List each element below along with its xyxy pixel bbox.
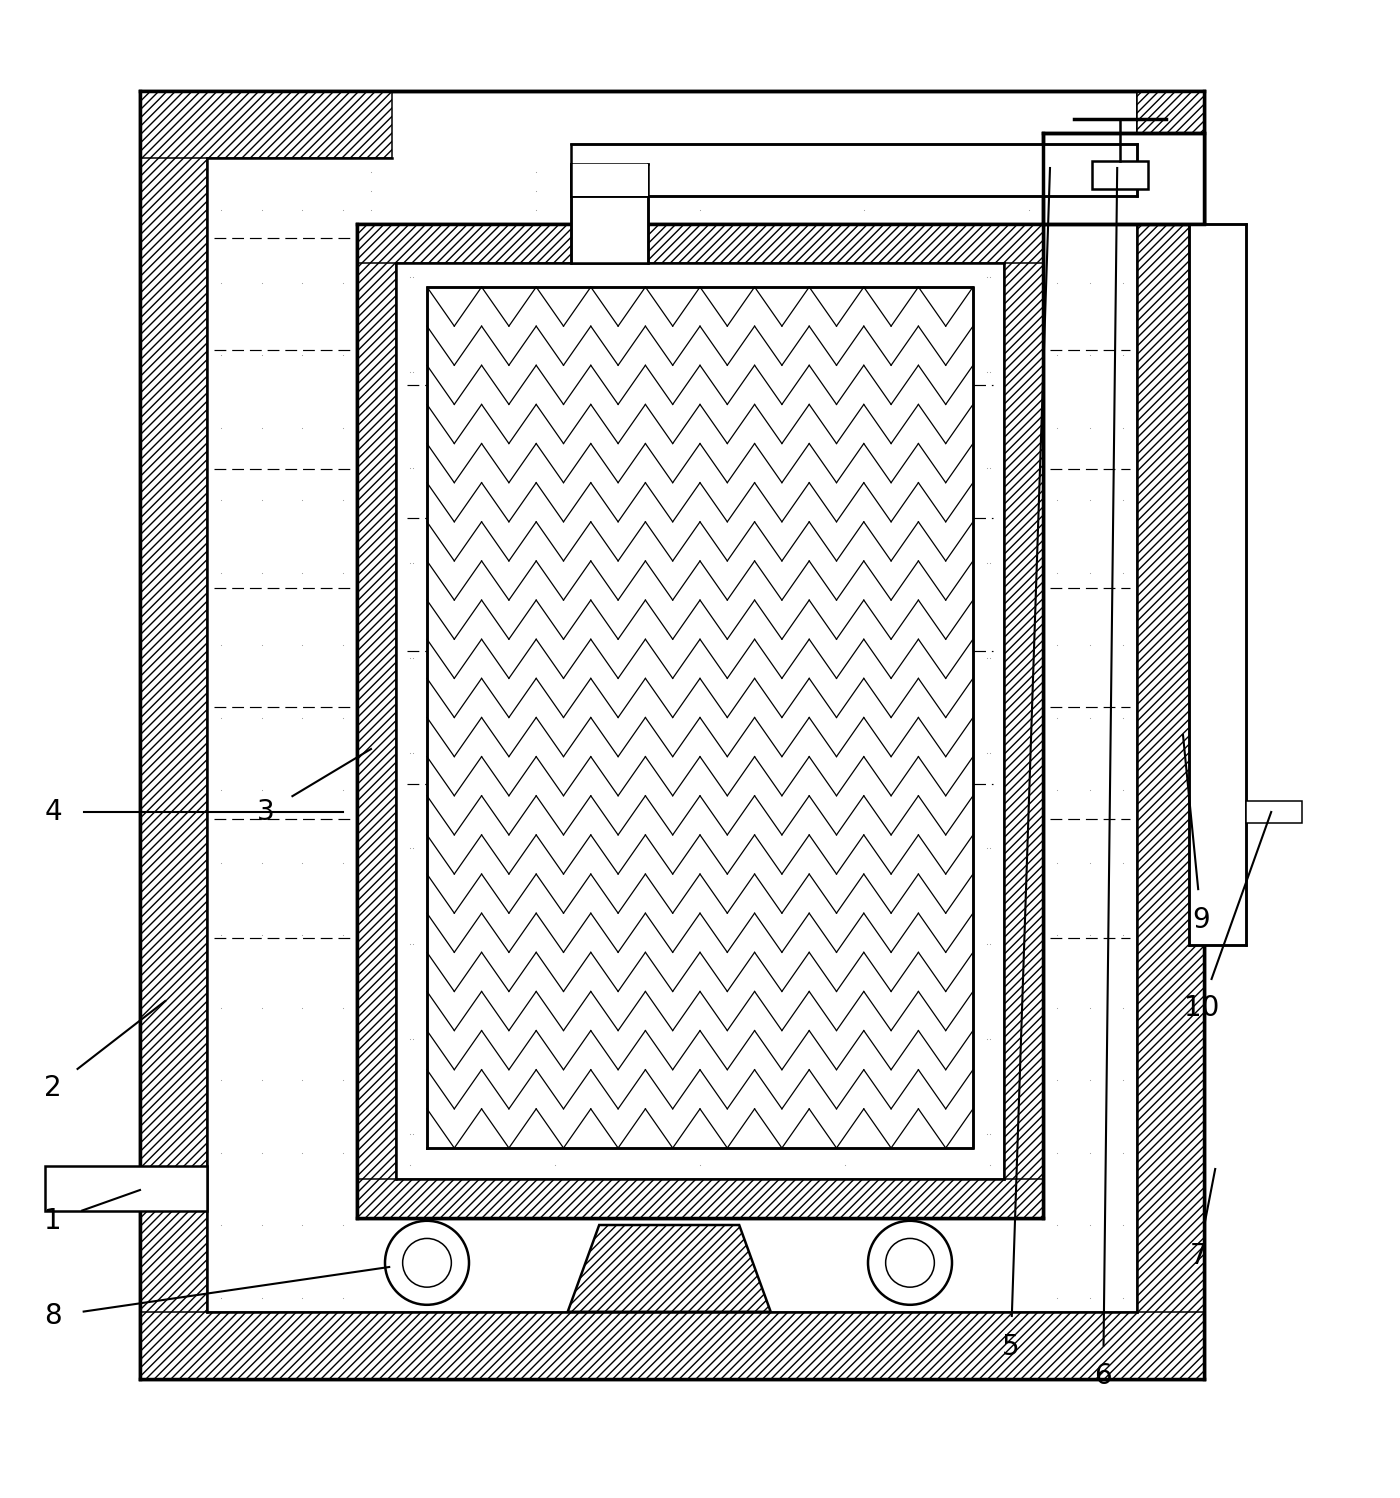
Polygon shape [571, 163, 647, 196]
Polygon shape [45, 1167, 207, 1210]
Circle shape [403, 1239, 451, 1287]
Polygon shape [571, 163, 647, 264]
Text: 10: 10 [1183, 995, 1219, 1022]
Circle shape [868, 1221, 952, 1305]
Text: 6: 6 [1095, 1362, 1112, 1390]
Polygon shape [357, 225, 1043, 264]
Text: 5: 5 [1002, 1333, 1019, 1360]
Polygon shape [571, 144, 1137, 196]
Text: 8: 8 [45, 1302, 62, 1330]
Text: 2: 2 [45, 1074, 62, 1103]
Circle shape [385, 1221, 469, 1305]
Polygon shape [1092, 160, 1148, 189]
Polygon shape [1189, 225, 1246, 945]
Text: 7: 7 [1190, 1242, 1207, 1270]
Circle shape [886, 1239, 934, 1287]
Polygon shape [1043, 133, 1204, 225]
Polygon shape [1246, 801, 1302, 824]
Polygon shape [357, 1179, 1043, 1218]
Polygon shape [1137, 91, 1204, 1380]
Polygon shape [140, 91, 207, 1380]
Polygon shape [140, 1312, 1204, 1380]
Polygon shape [427, 288, 973, 1147]
Text: 1: 1 [45, 1207, 62, 1234]
Polygon shape [140, 91, 392, 159]
Text: 4: 4 [45, 798, 62, 825]
Polygon shape [140, 91, 1204, 1380]
Polygon shape [568, 1225, 770, 1312]
Polygon shape [1137, 91, 1151, 159]
Text: 9: 9 [1193, 906, 1210, 933]
Text: 3: 3 [258, 798, 274, 825]
Polygon shape [357, 225, 1043, 1218]
Polygon shape [1004, 225, 1043, 1218]
Polygon shape [357, 225, 396, 1218]
Polygon shape [1137, 91, 1204, 159]
